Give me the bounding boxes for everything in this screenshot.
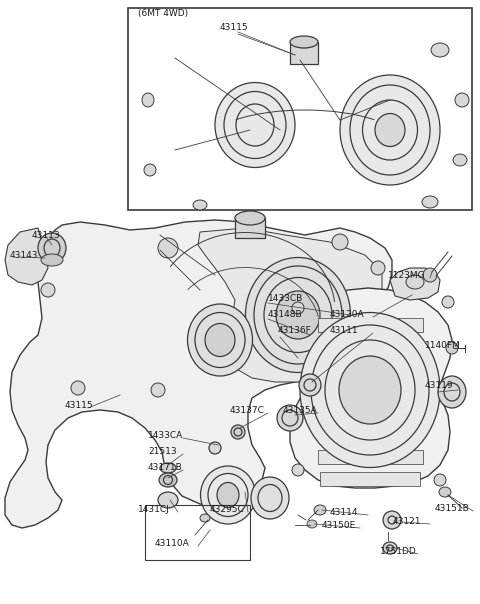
Ellipse shape: [383, 511, 401, 529]
Text: 1751DD: 1751DD: [380, 547, 417, 556]
Ellipse shape: [144, 164, 156, 176]
Text: 1431CJ: 1431CJ: [138, 505, 170, 514]
Text: 1140FM: 1140FM: [425, 341, 461, 350]
Text: 43151B: 43151B: [435, 504, 470, 513]
Bar: [320, 472, 420, 486]
Ellipse shape: [159, 473, 177, 487]
Ellipse shape: [434, 474, 446, 486]
Ellipse shape: [251, 477, 289, 519]
Ellipse shape: [438, 376, 466, 408]
Ellipse shape: [455, 93, 469, 107]
Ellipse shape: [201, 466, 255, 524]
Text: 1433CA: 1433CA: [148, 431, 183, 440]
Ellipse shape: [215, 83, 295, 167]
Ellipse shape: [292, 302, 304, 314]
Ellipse shape: [217, 483, 239, 507]
Ellipse shape: [71, 381, 85, 395]
Ellipse shape: [160, 463, 176, 473]
Ellipse shape: [299, 374, 321, 396]
Bar: [320, 340, 420, 354]
Ellipse shape: [231, 425, 245, 439]
Text: 43119: 43119: [425, 381, 454, 390]
Ellipse shape: [41, 254, 63, 266]
Ellipse shape: [423, 268, 437, 282]
Text: 43121: 43121: [393, 517, 421, 526]
Text: 21513: 21513: [148, 447, 177, 456]
Ellipse shape: [193, 200, 207, 210]
Text: 43137C: 43137C: [230, 406, 265, 415]
Polygon shape: [390, 268, 440, 300]
Ellipse shape: [276, 291, 320, 339]
Bar: [318, 362, 423, 376]
Ellipse shape: [235, 211, 265, 225]
Ellipse shape: [158, 238, 178, 258]
Ellipse shape: [151, 383, 165, 397]
Bar: [318, 318, 423, 332]
Text: 43150E: 43150E: [322, 521, 356, 530]
Polygon shape: [145, 42, 465, 207]
Ellipse shape: [332, 234, 348, 250]
Ellipse shape: [142, 93, 154, 107]
Polygon shape: [5, 228, 48, 285]
Polygon shape: [302, 320, 340, 342]
Ellipse shape: [340, 75, 440, 185]
Ellipse shape: [292, 464, 304, 476]
Ellipse shape: [205, 324, 235, 356]
Ellipse shape: [339, 356, 401, 424]
Bar: [320, 428, 420, 442]
Ellipse shape: [158, 492, 178, 508]
Ellipse shape: [446, 342, 458, 354]
Text: 43120A: 43120A: [330, 310, 365, 319]
Text: 43115: 43115: [220, 23, 249, 32]
Polygon shape: [290, 345, 320, 368]
Text: 43295C: 43295C: [210, 505, 245, 514]
Text: 43136F: 43136F: [278, 326, 312, 335]
Bar: [235, 218, 265, 238]
Ellipse shape: [290, 36, 318, 48]
Ellipse shape: [277, 405, 303, 431]
Polygon shape: [5, 220, 392, 528]
Polygon shape: [130, 55, 148, 180]
Ellipse shape: [371, 261, 385, 275]
Text: 43113: 43113: [32, 231, 60, 240]
Ellipse shape: [453, 154, 467, 166]
Ellipse shape: [245, 257, 350, 373]
Polygon shape: [290, 288, 452, 488]
Bar: [318, 450, 423, 464]
Text: 43171B: 43171B: [148, 463, 183, 472]
Ellipse shape: [41, 283, 55, 297]
Text: 1123MG: 1123MG: [388, 271, 426, 280]
Polygon shape: [198, 228, 382, 382]
Text: 43114: 43114: [330, 508, 359, 517]
Ellipse shape: [188, 304, 252, 376]
Text: 1433CB: 1433CB: [268, 294, 303, 303]
Bar: [320, 384, 420, 398]
Ellipse shape: [406, 275, 424, 289]
Ellipse shape: [307, 520, 317, 528]
Text: 43143: 43143: [10, 251, 38, 260]
Ellipse shape: [439, 487, 451, 497]
Ellipse shape: [353, 375, 367, 389]
Ellipse shape: [300, 312, 440, 467]
Text: (6MT 4WD): (6MT 4WD): [138, 9, 188, 18]
Ellipse shape: [314, 505, 326, 515]
Ellipse shape: [375, 114, 405, 147]
Bar: [318, 406, 423, 420]
Text: 43115: 43115: [65, 401, 94, 410]
Ellipse shape: [383, 542, 397, 554]
Bar: [145, 505, 250, 560]
Ellipse shape: [422, 196, 438, 208]
Text: 43148B: 43148B: [268, 310, 302, 319]
Ellipse shape: [200, 514, 210, 522]
Ellipse shape: [38, 233, 66, 263]
Text: 43135A: 43135A: [283, 406, 318, 415]
Ellipse shape: [431, 43, 449, 57]
Text: 43110A: 43110A: [155, 539, 190, 548]
Ellipse shape: [442, 296, 454, 308]
Text: 43111: 43111: [330, 326, 359, 335]
Ellipse shape: [209, 442, 221, 454]
Bar: [128, 8, 472, 210]
Bar: [290, 42, 318, 64]
